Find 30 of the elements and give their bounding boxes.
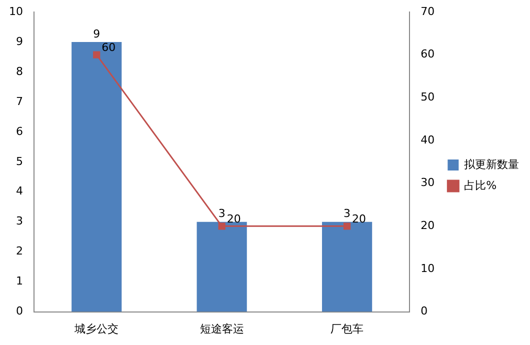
legend-label: 拟更新数量 <box>464 158 520 171</box>
data-label: 60 <box>102 41 116 54</box>
data-label: 9 <box>93 27 100 40</box>
y2-tick-label: 70 <box>420 4 435 18</box>
y2-tick-label: 60 <box>420 48 435 61</box>
y-tick-label: 6 <box>16 124 23 138</box>
y2-tick-label: 30 <box>420 176 435 190</box>
y-tick-label: 10 <box>8 4 23 18</box>
y-tick-label: 5 <box>16 154 23 168</box>
y-tick-label: 4 <box>16 184 23 198</box>
data-label: 3 <box>218 207 226 220</box>
y2-tick-label: 50 <box>420 90 435 104</box>
y-tick-label: 0 <box>16 304 23 318</box>
y-tick-label: 3 <box>16 214 23 228</box>
x-tick-label: 城乡公交 <box>74 322 119 336</box>
data-label: 20 <box>226 212 241 226</box>
y2-tick-label: 0 <box>420 304 428 318</box>
y2-tick-label: 20 <box>420 219 435 232</box>
y2-tick-label: 40 <box>420 133 435 146</box>
legend-label: 占比% <box>464 178 497 192</box>
data-label: 20 <box>352 212 366 226</box>
y-tick-label: 7 <box>16 94 23 108</box>
y-tick-label: 8 <box>16 64 23 78</box>
y-tick-label: 2 <box>16 244 23 258</box>
y-tick-label: 9 <box>16 34 23 48</box>
y2-tick-label: 10 <box>420 262 435 275</box>
x-tick-label: 短途客运 <box>200 322 244 336</box>
x-tick-label: 厂包车 <box>330 322 364 336</box>
data-label: 3 <box>344 207 351 220</box>
y-tick-label: 1 <box>16 274 23 288</box>
